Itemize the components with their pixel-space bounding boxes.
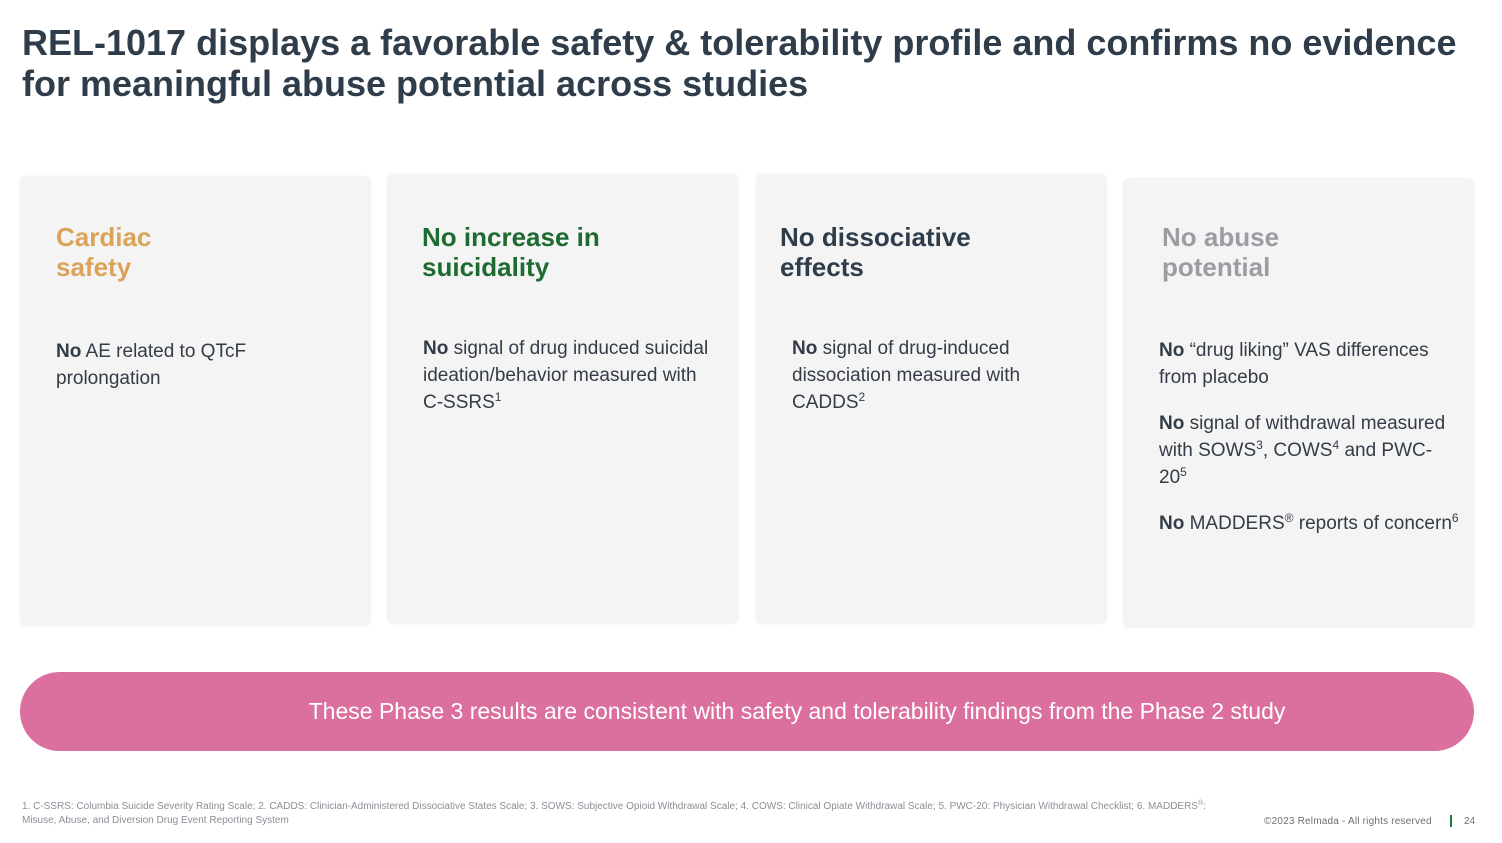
card-heading: No increase in suicidality <box>422 222 600 282</box>
copyright: ©2023 Relmada - All rights reserved <box>1264 816 1432 827</box>
card-item: No signal of drug-induced dissociation m… <box>792 338 1021 413</box>
footer-divider <box>1450 815 1452 827</box>
card-heading-line: No abuse <box>1162 222 1280 252</box>
card-body: No signal of drug induced suicidal ideat… <box>423 335 713 435</box>
card-body: No AE related to QTcF prolongation <box>56 338 346 411</box>
card-heading-line: Cardiac <box>56 222 152 252</box>
card-heading-line: potential <box>1162 252 1271 282</box>
card-heading-line: effects <box>780 252 864 282</box>
card-suicidality: No increase in suicidality No signal of … <box>387 174 738 624</box>
card-heading-line: suicidality <box>422 252 550 282</box>
banner-text: These Phase 3 results are consistent wit… <box>308 698 1286 724</box>
card-heading-line: No dissociative <box>780 222 971 252</box>
footnotes: 1. C-SSRS: Columbia Suicide Severity Rat… <box>22 800 1206 826</box>
card-heading: Cardiac safety <box>56 222 151 282</box>
card-heading-line: safety <box>56 252 132 282</box>
card-item: No signal of drug induced suicidal ideat… <box>423 338 709 413</box>
card-item: No signal of withdrawal measured with SO… <box>1159 413 1446 488</box>
card-body: No signal of drug-induced dissociation m… <box>792 335 1072 435</box>
card-item: No “drug liking” VAS differences from pl… <box>1159 340 1429 388</box>
card-dissociative-effects: No dissociative effects No signal of dru… <box>756 174 1107 624</box>
card-heading-line: No increase in <box>422 222 600 252</box>
card-heading: No abuse potential <box>1162 222 1279 282</box>
slide-title: REL-1017 displays a favorable safety & t… <box>22 22 1457 104</box>
page-number: 24 <box>1464 816 1476 827</box>
summary-banner: These Phase 3 results are consistent wit… <box>20 672 1474 751</box>
card-cardiac-safety: Cardiac safety No AE related to QTcF pro… <box>20 176 371 626</box>
card-item: No AE related to QTcF prolongation <box>56 341 247 389</box>
card-body: No “drug liking” VAS differences from pl… <box>1159 337 1459 556</box>
card-heading: No dissociative effects <box>780 222 971 282</box>
card-abuse-potential: No abuse potential No “drug liking” VAS … <box>1123 178 1474 628</box>
card-item: No MADDERS® reports of concern6 <box>1159 511 1459 534</box>
